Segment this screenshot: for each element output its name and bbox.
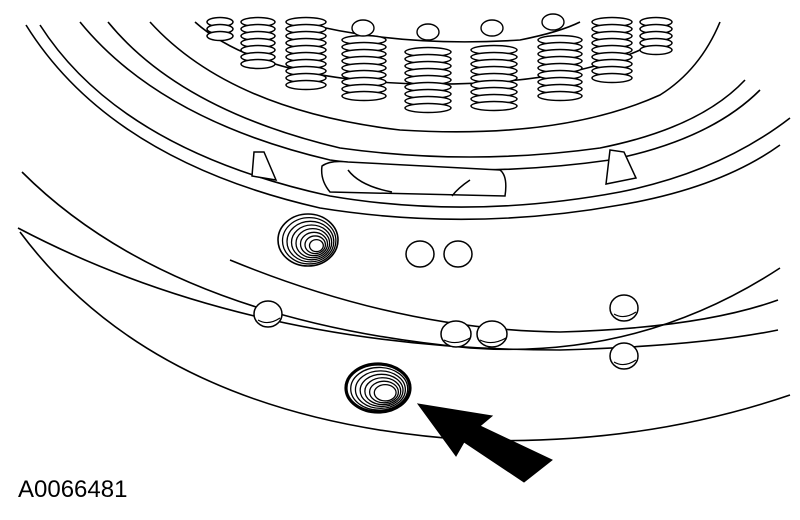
thread-ring [281, 217, 337, 265]
thread-ring [308, 238, 324, 253]
thread-ring [359, 373, 404, 408]
pointer-arrow [416, 403, 553, 483]
thread-ring [304, 235, 327, 255]
hub-hole [541, 13, 565, 31]
thread-ring [350, 366, 409, 411]
ring-tab [605, 149, 638, 185]
ring-tab [251, 151, 278, 181]
rim-arc-6 [107, 21, 746, 158]
spring-coil [470, 100, 518, 112]
thread-ring [286, 220, 335, 263]
ring-window [320, 160, 507, 197]
hub-hole [480, 19, 504, 37]
spring-ring-outer [149, 21, 721, 133]
thread-ring [299, 231, 329, 257]
plate-edge-2 [229, 259, 779, 333]
spring-coil [240, 58, 276, 70]
thread-ring [354, 370, 407, 409]
threaded-holes [277, 213, 412, 414]
bolt-hole [443, 240, 473, 268]
hub-ring [299, 21, 581, 43]
hub-hole [416, 23, 440, 41]
figure-id-label: A0066481 [18, 476, 128, 503]
coil-springs [206, 16, 673, 114]
thread-ring [368, 380, 400, 404]
bolt-hole [405, 240, 435, 268]
thread-ring [290, 224, 333, 261]
spring-coil [285, 79, 327, 91]
rim-arc-outer [19, 231, 791, 442]
spring-coil [591, 72, 633, 84]
spring-coil [537, 90, 583, 102]
thread-ring [373, 383, 397, 402]
thread-ring [364, 377, 402, 406]
spring-coil [639, 44, 673, 56]
ring-window-curve [347, 169, 471, 197]
thread-ring [295, 227, 331, 259]
spring-coil [341, 90, 387, 102]
spring-coil [404, 102, 452, 114]
plate-edge-1 [17, 227, 779, 351]
spring-coil [206, 30, 234, 42]
hub-hole [351, 19, 375, 37]
rim-arc-4 [39, 24, 791, 208]
rim-arc-3 [25, 24, 781, 221]
rim-arc-2 [21, 171, 781, 351]
